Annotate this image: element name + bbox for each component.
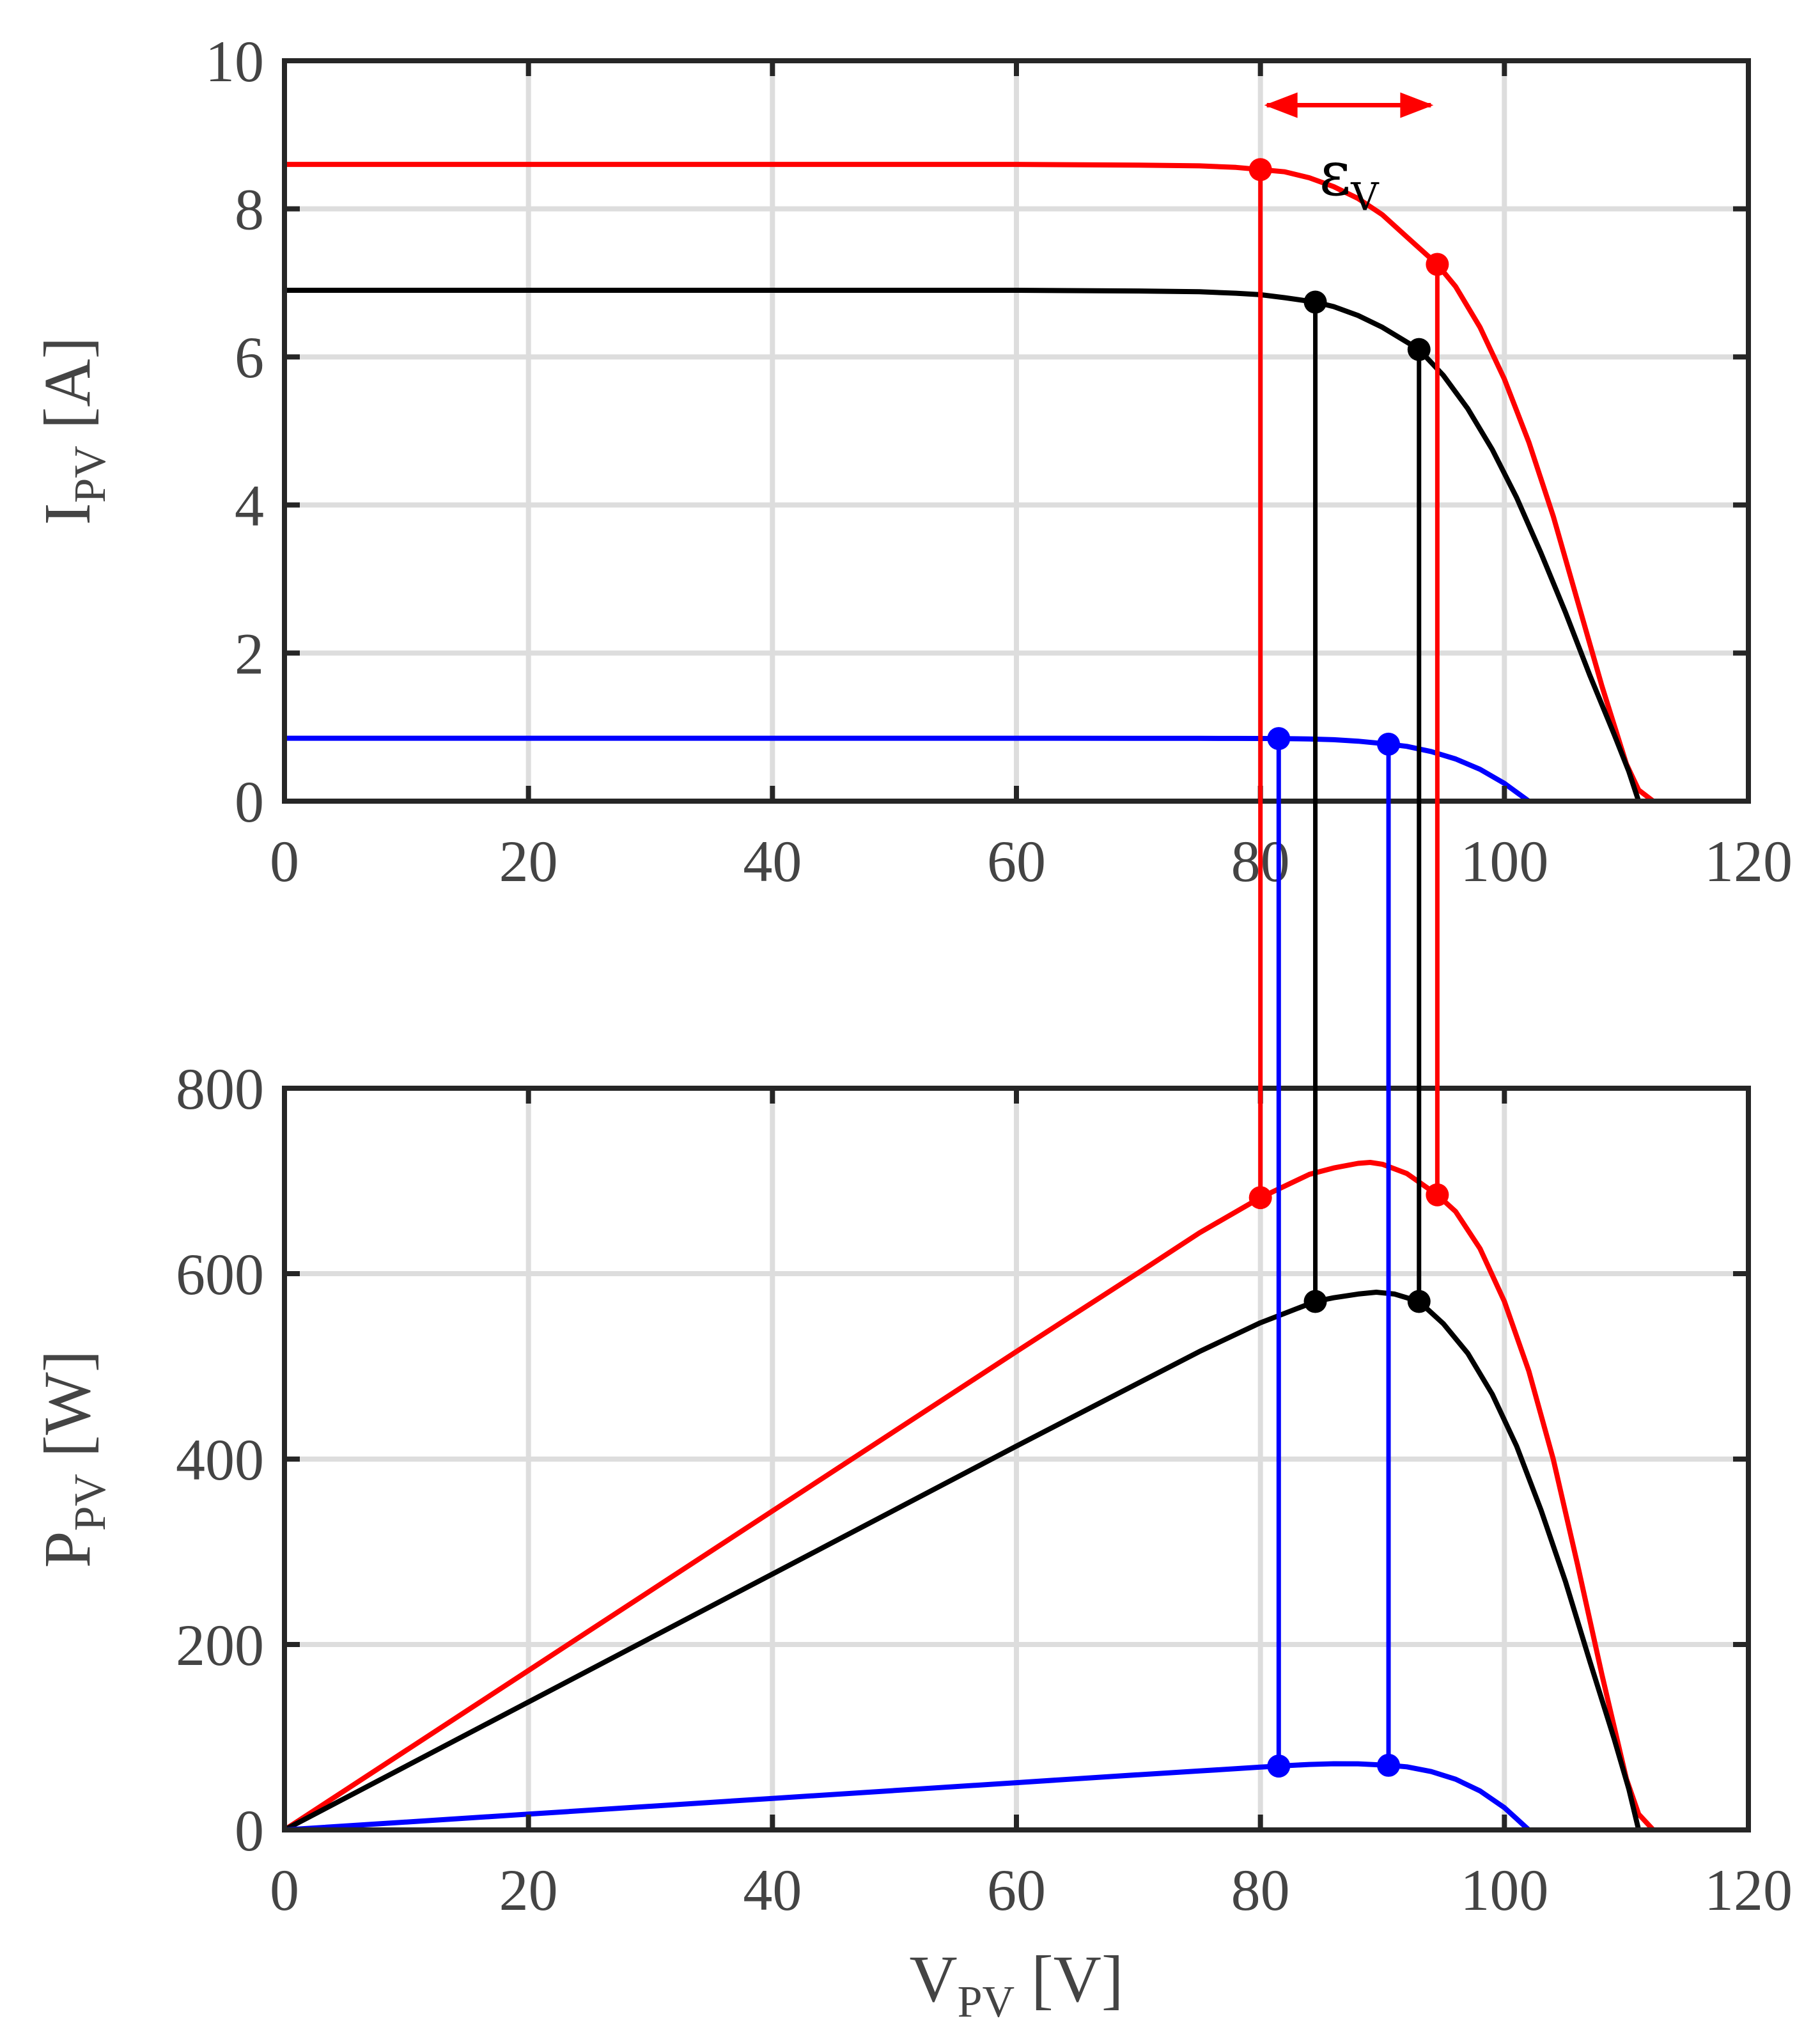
x-tick-label: 120 [1704, 829, 1793, 894]
operating-point-marker [1407, 1290, 1431, 1313]
x-tick-label: 60 [987, 829, 1046, 894]
y-tick-label: 0 [235, 769, 264, 834]
y-axis-title-unit: [A] [31, 337, 104, 446]
operating-point-marker [1248, 1186, 1272, 1210]
y-tick-label: 0 [235, 1798, 264, 1863]
x-axis-title: VPV [V] [910, 1942, 1124, 2027]
y-axis-title: PPV [W] [31, 1350, 115, 1568]
y-axis-title-main: P [31, 1531, 104, 1568]
y-axis-title-unit: [W] [31, 1350, 104, 1474]
operating-point-marker [1248, 158, 1272, 182]
y-tick-label: 8 [235, 177, 264, 242]
x-tick-label: 20 [499, 829, 558, 894]
epsilon-symbol: ε [1319, 137, 1351, 209]
pv-markers [1248, 1183, 1449, 1778]
y-tick-label: 600 [176, 1242, 264, 1307]
iv-markers [1248, 158, 1449, 756]
x-tick-label: 100 [1460, 829, 1548, 894]
y-axis-title-sub: PV [66, 446, 115, 503]
x-tick-label: 40 [743, 1857, 802, 1923]
epsilon-arrow-head-right [1400, 92, 1434, 118]
y-axis-title-main: I [31, 503, 104, 526]
y-axis-title: IPV [A] [31, 337, 115, 526]
series-black-line [282, 1290, 1751, 1832]
operating-point-marker [1377, 732, 1401, 756]
epsilon-label: εV [1319, 137, 1380, 219]
y-tick-label: 10 [205, 29, 264, 94]
y-tick-label: 800 [176, 1056, 264, 1121]
x-tick-label: 80 [1231, 1857, 1290, 1923]
x-tick-label: 0 [270, 1857, 299, 1923]
connectors [1258, 169, 1440, 1767]
series-red-line [282, 1160, 1751, 1832]
x-tick-label: 0 [270, 829, 299, 894]
operating-point-marker [1426, 253, 1449, 276]
epsilon-annotation: εV [1264, 92, 1434, 219]
x-axis-title-main: V [910, 1942, 958, 2016]
operating-point-marker [1303, 1290, 1327, 1313]
y-tick-label: 200 [176, 1613, 264, 1678]
operating-point-marker [1377, 1753, 1401, 1777]
operating-point-marker [1407, 338, 1431, 361]
epsilon-subscript: V [1350, 175, 1380, 219]
y-tick-label: 4 [235, 473, 264, 538]
y-axis-title-sub: PV [66, 1474, 115, 1531]
x-tick-label: 100 [1460, 1857, 1548, 1923]
y-tick-label: 6 [235, 325, 264, 390]
x-tick-label: 120 [1704, 1857, 1793, 1923]
series-blue-line [282, 735, 1751, 804]
series-blue-line [282, 1761, 1751, 1832]
operating-point-marker [1303, 290, 1327, 314]
y-tick-label: 2 [235, 621, 264, 686]
epsilon-arrow-head-left [1264, 92, 1298, 118]
x-axis-title-sub: PV [958, 1978, 1015, 2027]
y-tick-label: 400 [176, 1427, 264, 1492]
operating-point-marker [1267, 1754, 1291, 1778]
x-tick-label: 20 [499, 1857, 558, 1923]
x-tick-label: 60 [987, 1857, 1046, 1923]
series-red-line [282, 162, 1751, 804]
x-tick-label: 40 [743, 829, 802, 894]
operating-point-marker [1426, 1183, 1449, 1207]
x-axis-title-unit: [V] [1015, 1942, 1123, 2016]
operating-point-marker [1267, 727, 1291, 751]
